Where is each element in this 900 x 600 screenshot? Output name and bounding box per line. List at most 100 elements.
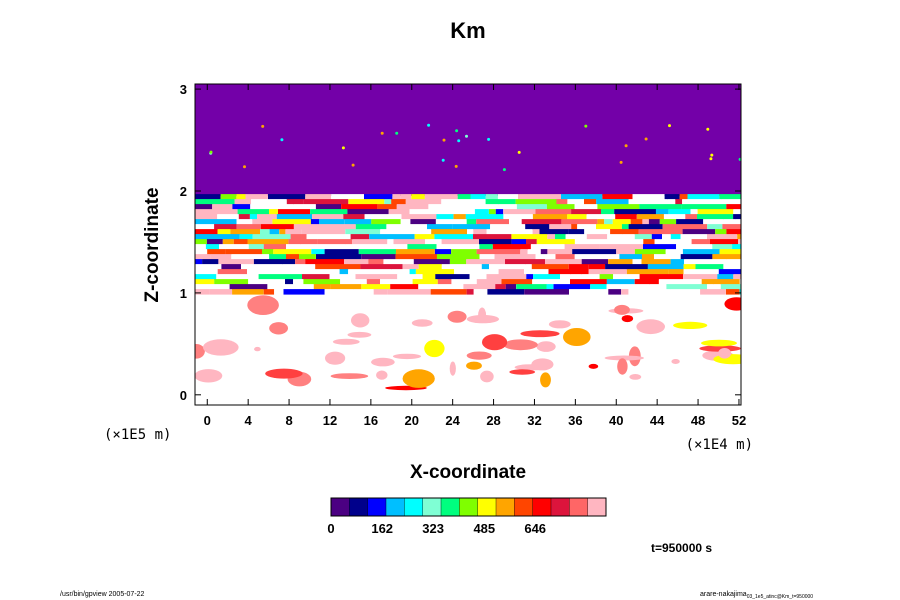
field-cell (195, 209, 238, 215)
field-cell (236, 219, 253, 225)
field-dot (243, 165, 246, 169)
field-patch (480, 370, 494, 383)
field-patch (330, 373, 369, 379)
field-patch (265, 368, 303, 379)
field-cell (232, 204, 251, 210)
field-cell (680, 254, 713, 260)
field-cell (634, 234, 652, 240)
field-cell (639, 204, 682, 210)
y-axis-ticks: 0 1 2 3 (180, 82, 741, 403)
field-cell (535, 254, 556, 260)
colorbar-cell (477, 498, 497, 516)
field-patch (604, 355, 644, 361)
colorbar: 0 162 323 485 646 (327, 497, 607, 536)
field-cell (608, 289, 622, 295)
field-cell (219, 244, 249, 250)
x-tick-label: 28 (486, 413, 500, 428)
field-cell (343, 214, 365, 220)
field-cell (655, 209, 669, 215)
field-cell (505, 259, 545, 265)
field-cell (285, 229, 302, 235)
field-cell (411, 194, 425, 200)
x-tick-label: 52 (732, 413, 746, 428)
field-cell (516, 204, 547, 210)
field-cell (707, 224, 723, 230)
field-cell (719, 249, 741, 255)
field-cell (553, 284, 591, 290)
field-cell (683, 274, 718, 280)
field-cell (685, 214, 697, 220)
field-cell (310, 209, 348, 215)
field-cell (546, 204, 575, 210)
field-cell (600, 269, 627, 275)
field-cell (286, 254, 300, 260)
field-cell (532, 279, 570, 285)
field-cell (435, 274, 470, 280)
field-cell (413, 259, 450, 265)
y-axis-units: (×1E5 m) (104, 427, 171, 443)
field-cell (222, 239, 234, 245)
field-cell (723, 264, 741, 270)
field-cell (202, 259, 219, 265)
field-cell (237, 209, 269, 215)
field-cell (217, 229, 231, 235)
field-cell (663, 214, 686, 220)
field-cell (535, 209, 572, 215)
field-cell (518, 194, 561, 200)
field-cell (449, 259, 467, 265)
y-tick-label: 0 (180, 388, 187, 403)
field-cell (233, 239, 248, 245)
field-cell (214, 279, 249, 285)
colorbar-cell (569, 498, 589, 516)
field-cell (737, 234, 741, 240)
field-cell (418, 284, 464, 290)
field-cell (683, 264, 696, 270)
field-cell (436, 244, 480, 250)
field-cell (209, 289, 233, 295)
field-cell (547, 234, 555, 240)
field-cell (596, 224, 622, 230)
field-cell (195, 274, 217, 280)
field-cell (597, 219, 605, 225)
field-cell (278, 209, 311, 215)
field-cell (546, 284, 554, 290)
field-cell (348, 269, 392, 275)
field-cell (407, 244, 437, 250)
field-cell (269, 209, 278, 215)
field-cell (521, 219, 562, 225)
field-cell (267, 284, 299, 290)
field-cell (452, 224, 491, 230)
field-cell (586, 234, 608, 240)
field-cell (195, 219, 237, 225)
field-cell (276, 214, 313, 220)
field-cell (634, 249, 666, 255)
field-cell (498, 269, 524, 275)
field-patch (424, 339, 445, 358)
field-cell (501, 279, 533, 285)
colorbar-cell (514, 498, 534, 516)
field-cell (599, 274, 614, 280)
field-cell (632, 259, 642, 265)
field-cell (476, 249, 521, 255)
field-patch (548, 320, 571, 329)
field-cell (230, 229, 260, 235)
field-cell (412, 279, 438, 285)
field-cell (466, 219, 477, 225)
field-cell (441, 239, 479, 245)
field-cell (626, 269, 669, 275)
field-patch (718, 348, 732, 359)
field-cell (285, 279, 294, 285)
field-cell (632, 194, 665, 200)
field-patch (509, 369, 536, 375)
field-cell (360, 264, 403, 270)
field-cell (206, 239, 223, 245)
field-cell (667, 199, 676, 205)
field-cell (697, 214, 734, 220)
field-dot (454, 164, 458, 168)
field-cell (364, 214, 388, 220)
field-cell (409, 209, 442, 215)
field-patch (621, 315, 634, 323)
field-cell (310, 219, 319, 225)
field-cell (713, 284, 721, 290)
field-cell (539, 229, 569, 235)
